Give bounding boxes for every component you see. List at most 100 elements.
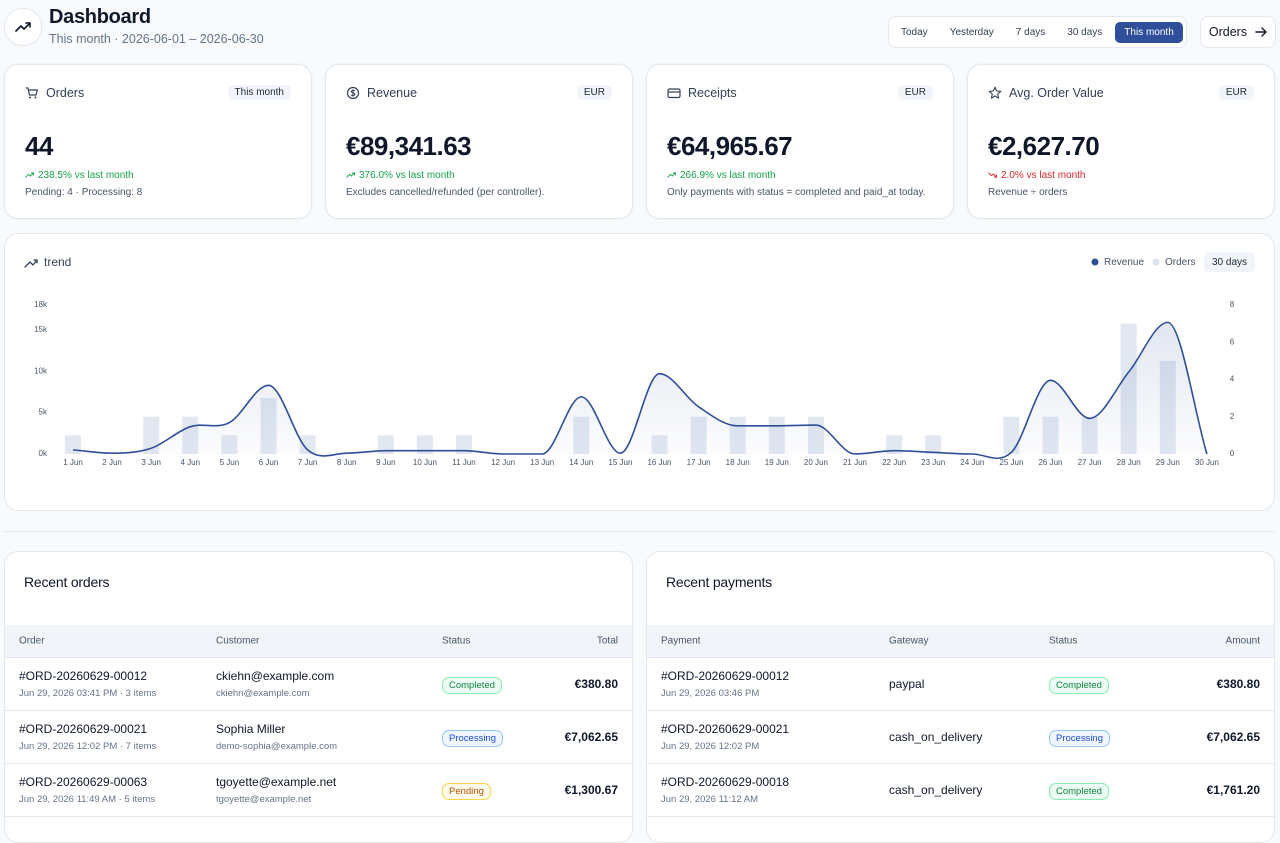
- orders-button[interactable]: Orders: [1200, 16, 1276, 48]
- gateway: paypal: [889, 677, 925, 691]
- card-change: 266.9% vs last month: [667, 168, 776, 182]
- column-header: Total: [596, 635, 618, 647]
- x-tick-label: 16 Jun: [647, 458, 671, 467]
- order-meta: Jun 29, 2026 03:41 PM · 3 items: [19, 688, 157, 699]
- logo: [4, 8, 42, 46]
- status-cell: Completed: [442, 675, 502, 694]
- range-selector: Today Yesterday 7 days 30 days This month: [888, 16, 1187, 48]
- x-tick-label: 9 Jun: [376, 458, 396, 467]
- stat-cards: Orders This month 44 238.5% vs last month Pe…: [4, 64, 1275, 219]
- status-pill: Processing: [1049, 730, 1110, 747]
- order-bar: [143, 416, 160, 454]
- status-cell: Processing: [442, 728, 503, 747]
- x-tick-label: 21 Jun: [843, 458, 867, 467]
- table-card: Recent orders Order Customer Status Total #OR…: [4, 551, 633, 843]
- x-tick-label: 2 Jun: [102, 458, 122, 467]
- gateway: cash_on_delivery: [889, 783, 983, 797]
- order-id[interactable]: #ORD-20260629-00063: [19, 775, 148, 789]
- chart-card: [4, 233, 1275, 511]
- stat-card: Avg. Order Value EUR €2,627.70 2.0% vs last…: [967, 64, 1275, 219]
- customer-email: tgoyette@example.net: [216, 794, 312, 805]
- order-meta: Jun 29, 2026 12:02 PM · 7 items: [19, 741, 157, 752]
- card-change-text: 2.0% vs last month: [1001, 169, 1086, 181]
- card-label-row: Revenue: [346, 86, 417, 100]
- x-tick-label: 12 Jun: [491, 458, 515, 467]
- payment-id[interactable]: #ORD-20260629-00012: [661, 669, 790, 683]
- card-change: 2.0% vs last month: [988, 168, 1085, 182]
- table-title: Recent orders: [24, 574, 110, 590]
- x-tick-label: 17 Jun: [687, 458, 711, 467]
- table-row: #ORD-20260629-00012 Jun 29, 2026 03:46 PM…: [647, 658, 1274, 711]
- range-option[interactable]: 7 days: [1015, 26, 1046, 38]
- payment-meta: Jun 29, 2026 03:46 PM: [661, 688, 760, 699]
- card-value: €64,965.67: [667, 131, 793, 161]
- range-badge-label: 30 days: [1212, 257, 1247, 268]
- page-subtitle: This month · 2026-06-01 – 2026-06-30: [49, 32, 264, 46]
- trend-chart: trend 30 days Revenue Orders 0k 5k 10k 15k 18k 0 2…: [4, 233, 1275, 511]
- table-header: Payment Gateway Status Amount: [647, 625, 1274, 658]
- y2-tick-label: 2: [1230, 412, 1235, 421]
- y2-tick-label: 4: [1230, 375, 1235, 384]
- range-option[interactable]: This month: [1115, 21, 1183, 43]
- status-cell: Pending: [442, 781, 491, 800]
- card-note: Revenue ÷ orders: [988, 187, 1068, 198]
- order-cell: #ORD-20260629-00063 Jun 29, 2026 11:49 AM…: [19, 775, 155, 805]
- payment-id[interactable]: #ORD-20260629-00021: [661, 722, 790, 736]
- card-change-text: 238.5% vs last month: [38, 169, 134, 181]
- order-id[interactable]: #ORD-20260629-00021: [19, 722, 148, 736]
- order-total: €380.80: [574, 677, 618, 691]
- legend-swatch: [1091, 258, 1099, 266]
- stat-card: Receipts EUR €64,965.67 266.9% vs last mont…: [646, 64, 954, 219]
- x-tick-label: 11 Jun: [452, 458, 475, 467]
- payment-amount: €1,761.20: [1206, 783, 1260, 797]
- customer-name: Sophia Miller: [216, 722, 286, 736]
- page: { "header": {"title": "Dashboard", "subt…: [4, 6, 1276, 843]
- change-arrow: [988, 172, 998, 178]
- customer-email: demo-sophia@example.com: [216, 741, 338, 752]
- card-label-row: Orders: [25, 86, 84, 100]
- card-badge: EUR: [576, 85, 612, 100]
- card-icon: [26, 87, 39, 99]
- payment-id[interactable]: #ORD-20260629-00018: [661, 775, 790, 789]
- card-label: Avg. Order Value: [1009, 86, 1104, 100]
- range-option[interactable]: 30 days: [1067, 26, 1103, 38]
- payment-cell: #ORD-20260629-00012 Jun 29, 2026 03:46 PM: [661, 669, 789, 699]
- card-change-text: 376.0% vs last month: [359, 169, 455, 181]
- customer-cell: Sophia Miller demo-sophia@example.com: [216, 722, 337, 752]
- table-row: #ORD-20260629-00018 Jun 29, 2026 11:12 AM…: [647, 764, 1274, 817]
- status-pill: Completed: [1049, 677, 1109, 694]
- y-tick-label: 15k: [34, 325, 48, 334]
- column-header: Order: [19, 635, 45, 647]
- range-option[interactable]: Today: [901, 26, 928, 38]
- y-tick-label: 10k: [34, 366, 48, 375]
- y2-tick-label: 0: [1230, 449, 1235, 458]
- range-option[interactable]: Yesterday: [949, 26, 994, 38]
- order-bar: [886, 435, 903, 454]
- customer-name: tgoyette@example.net: [216, 775, 337, 789]
- card-label-row: Receipts: [667, 86, 737, 100]
- status-pill: Completed: [442, 677, 502, 694]
- order-id[interactable]: #ORD-20260629-00012: [19, 669, 148, 683]
- x-tick-label: 3 Jun: [141, 458, 161, 467]
- order-bar: [416, 435, 433, 454]
- page-title: Dashboard: [49, 6, 151, 28]
- chart-title: trend: [44, 255, 71, 269]
- column-header: Gateway: [889, 635, 929, 647]
- card-value: €2,627.70: [988, 131, 1100, 161]
- x-tick-label: 29 Jun: [1156, 458, 1180, 467]
- order-meta: Jun 29, 2026 11:49 AM · 5 items: [19, 794, 156, 805]
- x-tick-label: 13 Jun: [530, 458, 554, 467]
- payment-cell: #ORD-20260629-00018 Jun 29, 2026 11:12 AM: [661, 775, 789, 805]
- card-label-row: Avg. Order Value: [988, 86, 1104, 100]
- customer-email: ckiehn@example.com: [216, 688, 310, 699]
- x-tick-label: 5 Jun: [220, 458, 240, 467]
- payment-amount: €7,062.65: [1206, 730, 1260, 744]
- table-row: #ORD-20260629-00012 Jun 29, 2026 03:41 PM…: [5, 658, 632, 711]
- range-badge: [1204, 252, 1255, 272]
- x-tick-label: 26 Jun: [1038, 458, 1062, 467]
- card-badge: EUR: [897, 85, 933, 100]
- trend-icon: [24, 259, 38, 268]
- arrow-icon: [1255, 27, 1267, 37]
- card-change-text: 266.9% vs last month: [680, 169, 776, 181]
- card-note: Pending: 4 · Processing: 8: [25, 187, 143, 198]
